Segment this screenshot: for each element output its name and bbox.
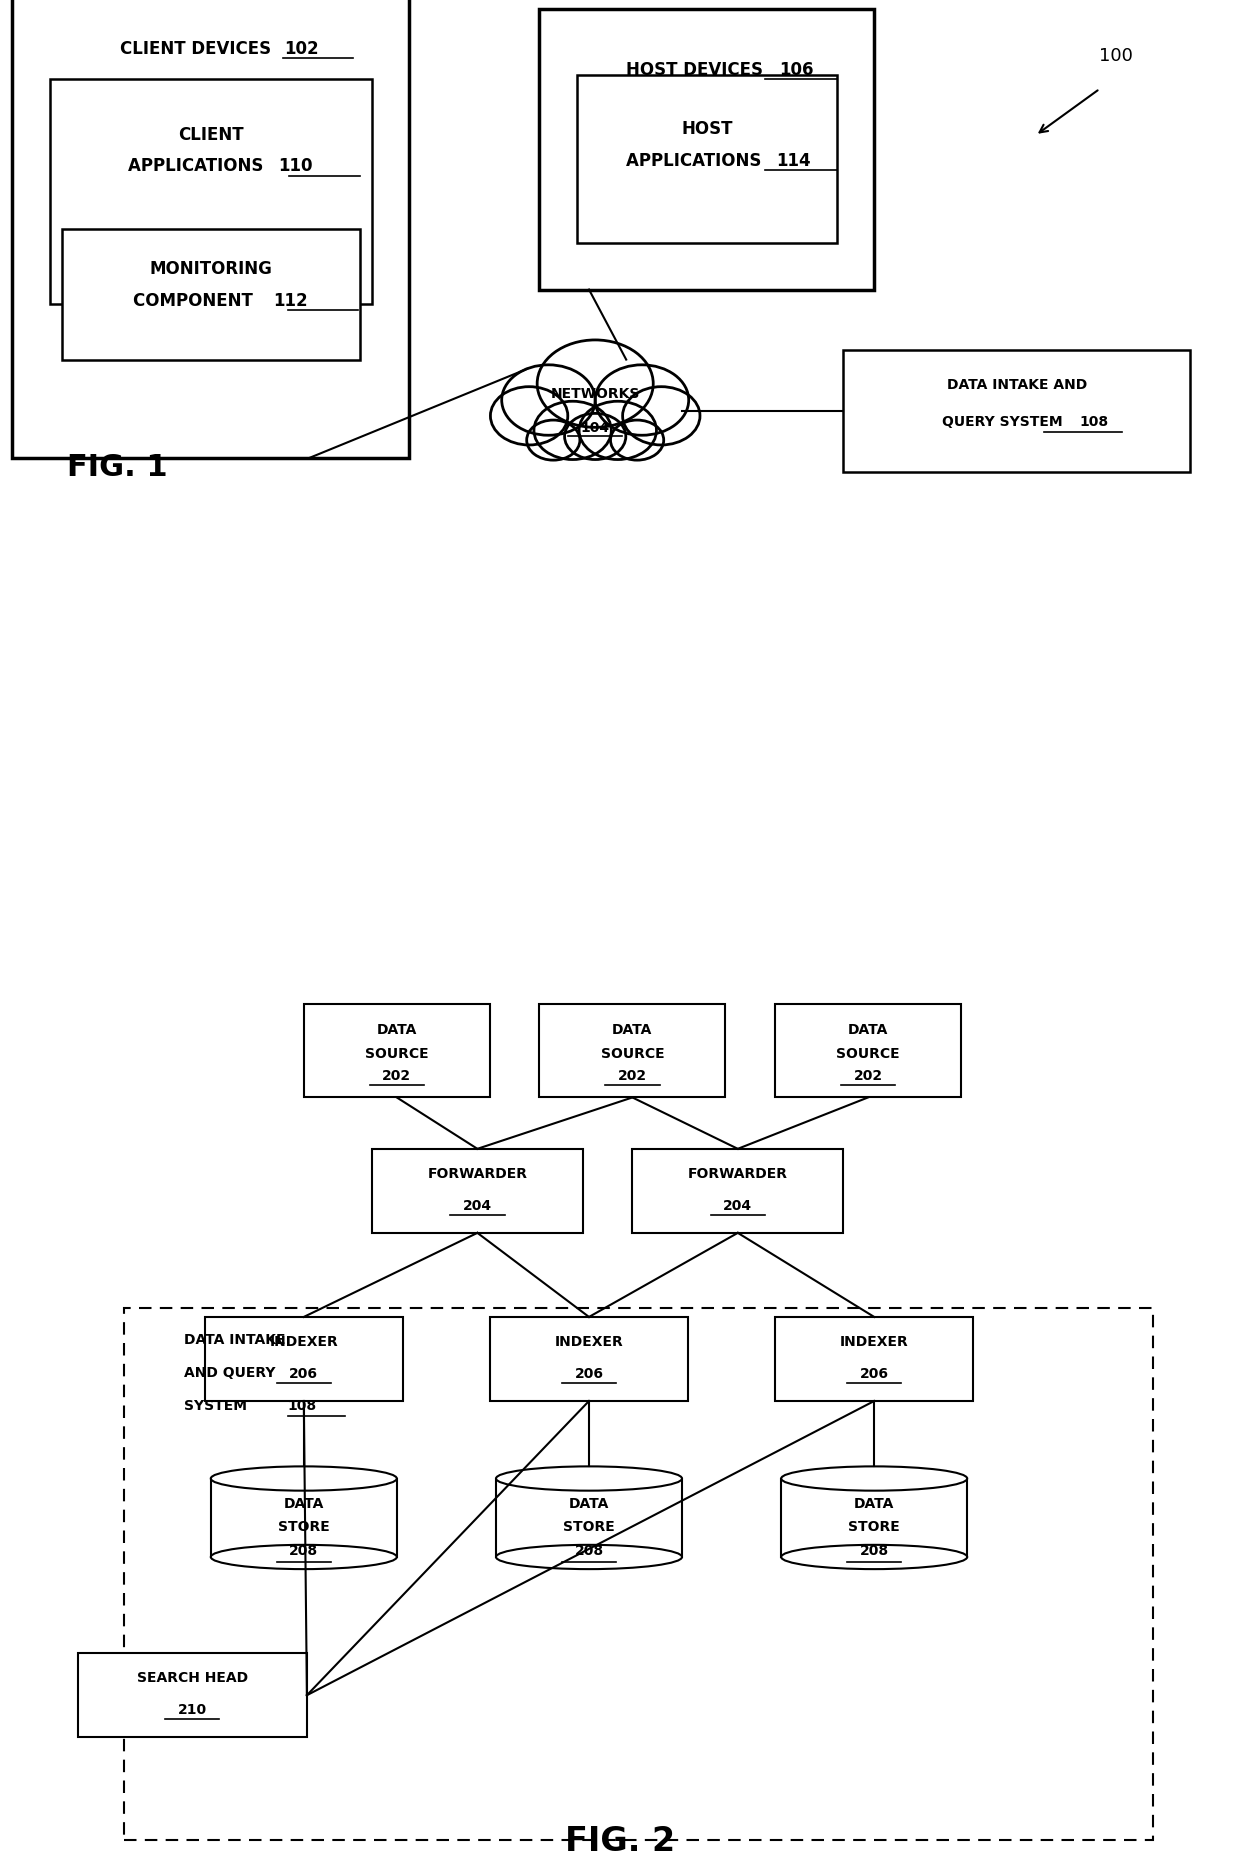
Ellipse shape: [781, 1466, 967, 1491]
Ellipse shape: [211, 1466, 397, 1491]
Text: DATA: DATA: [377, 1024, 417, 1037]
Circle shape: [610, 420, 663, 460]
Text: INDEXER: INDEXER: [554, 1336, 624, 1349]
FancyBboxPatch shape: [781, 1479, 967, 1558]
FancyBboxPatch shape: [496, 1479, 682, 1558]
Text: 210: 210: [177, 1704, 207, 1717]
Text: SOURCE: SOURCE: [600, 1046, 665, 1061]
FancyBboxPatch shape: [775, 1005, 961, 1098]
FancyBboxPatch shape: [50, 78, 372, 303]
FancyBboxPatch shape: [372, 1149, 583, 1233]
Text: FORWARDER: FORWARDER: [428, 1168, 527, 1181]
Circle shape: [490, 387, 568, 445]
Text: DATA: DATA: [854, 1496, 894, 1511]
Text: CLIENT DEVICES: CLIENT DEVICES: [120, 39, 277, 58]
Text: FORWARDER: FORWARDER: [688, 1168, 787, 1181]
Text: DATA INTAKE: DATA INTAKE: [184, 1334, 285, 1347]
FancyBboxPatch shape: [577, 75, 837, 243]
Text: 108: 108: [1079, 415, 1109, 430]
Circle shape: [527, 420, 580, 460]
Circle shape: [502, 364, 595, 435]
Text: 100: 100: [1099, 47, 1133, 65]
Text: 202: 202: [618, 1068, 647, 1083]
Text: MONITORING: MONITORING: [149, 260, 273, 278]
FancyBboxPatch shape: [632, 1149, 843, 1233]
Text: HOST: HOST: [681, 120, 733, 138]
Text: 112: 112: [273, 291, 308, 310]
Ellipse shape: [496, 1545, 682, 1569]
Text: APPLICATIONS: APPLICATIONS: [626, 151, 768, 170]
FancyBboxPatch shape: [62, 228, 360, 359]
FancyBboxPatch shape: [304, 1005, 490, 1098]
Circle shape: [595, 364, 688, 435]
Text: 202: 202: [853, 1068, 883, 1083]
Text: FIG. 1: FIG. 1: [67, 452, 169, 482]
Text: 102: 102: [284, 39, 319, 58]
Text: STORE: STORE: [563, 1521, 615, 1534]
Text: DATA: DATA: [848, 1024, 888, 1037]
Text: HOST DEVICES: HOST DEVICES: [625, 62, 769, 78]
FancyBboxPatch shape: [124, 1308, 1153, 1840]
Text: DATA: DATA: [613, 1024, 652, 1037]
Text: SEARCH HEAD: SEARCH HEAD: [136, 1672, 248, 1685]
Text: NETWORKS: NETWORKS: [551, 387, 640, 402]
Text: FIG. 2: FIG. 2: [565, 1825, 675, 1859]
Text: 206: 206: [289, 1367, 319, 1380]
Text: STORE: STORE: [278, 1521, 330, 1534]
Text: INDEXER: INDEXER: [839, 1336, 909, 1349]
FancyBboxPatch shape: [539, 9, 874, 290]
Text: 208: 208: [859, 1545, 889, 1558]
Text: COMPONENT: COMPONENT: [133, 291, 259, 310]
Text: 206: 206: [859, 1367, 889, 1380]
Text: DATA: DATA: [284, 1496, 324, 1511]
Text: 208: 208: [289, 1545, 319, 1558]
Text: DATA: DATA: [569, 1496, 609, 1511]
Text: SOURCE: SOURCE: [836, 1046, 900, 1061]
Circle shape: [564, 413, 626, 460]
Ellipse shape: [781, 1545, 967, 1569]
FancyBboxPatch shape: [211, 1479, 397, 1558]
Text: 106: 106: [779, 62, 813, 78]
Text: STORE: STORE: [848, 1521, 900, 1534]
Text: INDEXER: INDEXER: [269, 1336, 339, 1349]
Circle shape: [537, 340, 653, 428]
Text: SYSTEM: SYSTEM: [184, 1399, 252, 1412]
Text: 206: 206: [574, 1367, 604, 1380]
Text: AND QUERY: AND QUERY: [184, 1366, 275, 1380]
Text: CLIENT: CLIENT: [179, 127, 243, 144]
Text: 208: 208: [574, 1545, 604, 1558]
Circle shape: [534, 402, 611, 460]
Text: 204: 204: [723, 1199, 753, 1212]
Text: QUERY SYSTEM: QUERY SYSTEM: [941, 415, 1068, 430]
Text: SOURCE: SOURCE: [365, 1046, 429, 1061]
Text: 108: 108: [288, 1399, 316, 1412]
FancyBboxPatch shape: [12, 0, 409, 458]
Text: DATA INTAKE AND: DATA INTAKE AND: [946, 377, 1087, 392]
Ellipse shape: [211, 1545, 397, 1569]
Text: 110: 110: [278, 157, 312, 176]
Text: 204: 204: [463, 1199, 492, 1212]
Ellipse shape: [496, 1466, 682, 1491]
Text: APPLICATIONS: APPLICATIONS: [128, 157, 269, 176]
Text: 114: 114: [776, 151, 811, 170]
FancyBboxPatch shape: [843, 351, 1190, 471]
Text: 104: 104: [580, 420, 610, 435]
Circle shape: [622, 387, 699, 445]
Text: 202: 202: [382, 1068, 412, 1083]
FancyBboxPatch shape: [77, 1653, 306, 1737]
FancyBboxPatch shape: [205, 1317, 403, 1401]
FancyBboxPatch shape: [539, 1005, 725, 1098]
FancyBboxPatch shape: [775, 1317, 973, 1401]
Circle shape: [579, 402, 656, 460]
FancyBboxPatch shape: [490, 1317, 688, 1401]
